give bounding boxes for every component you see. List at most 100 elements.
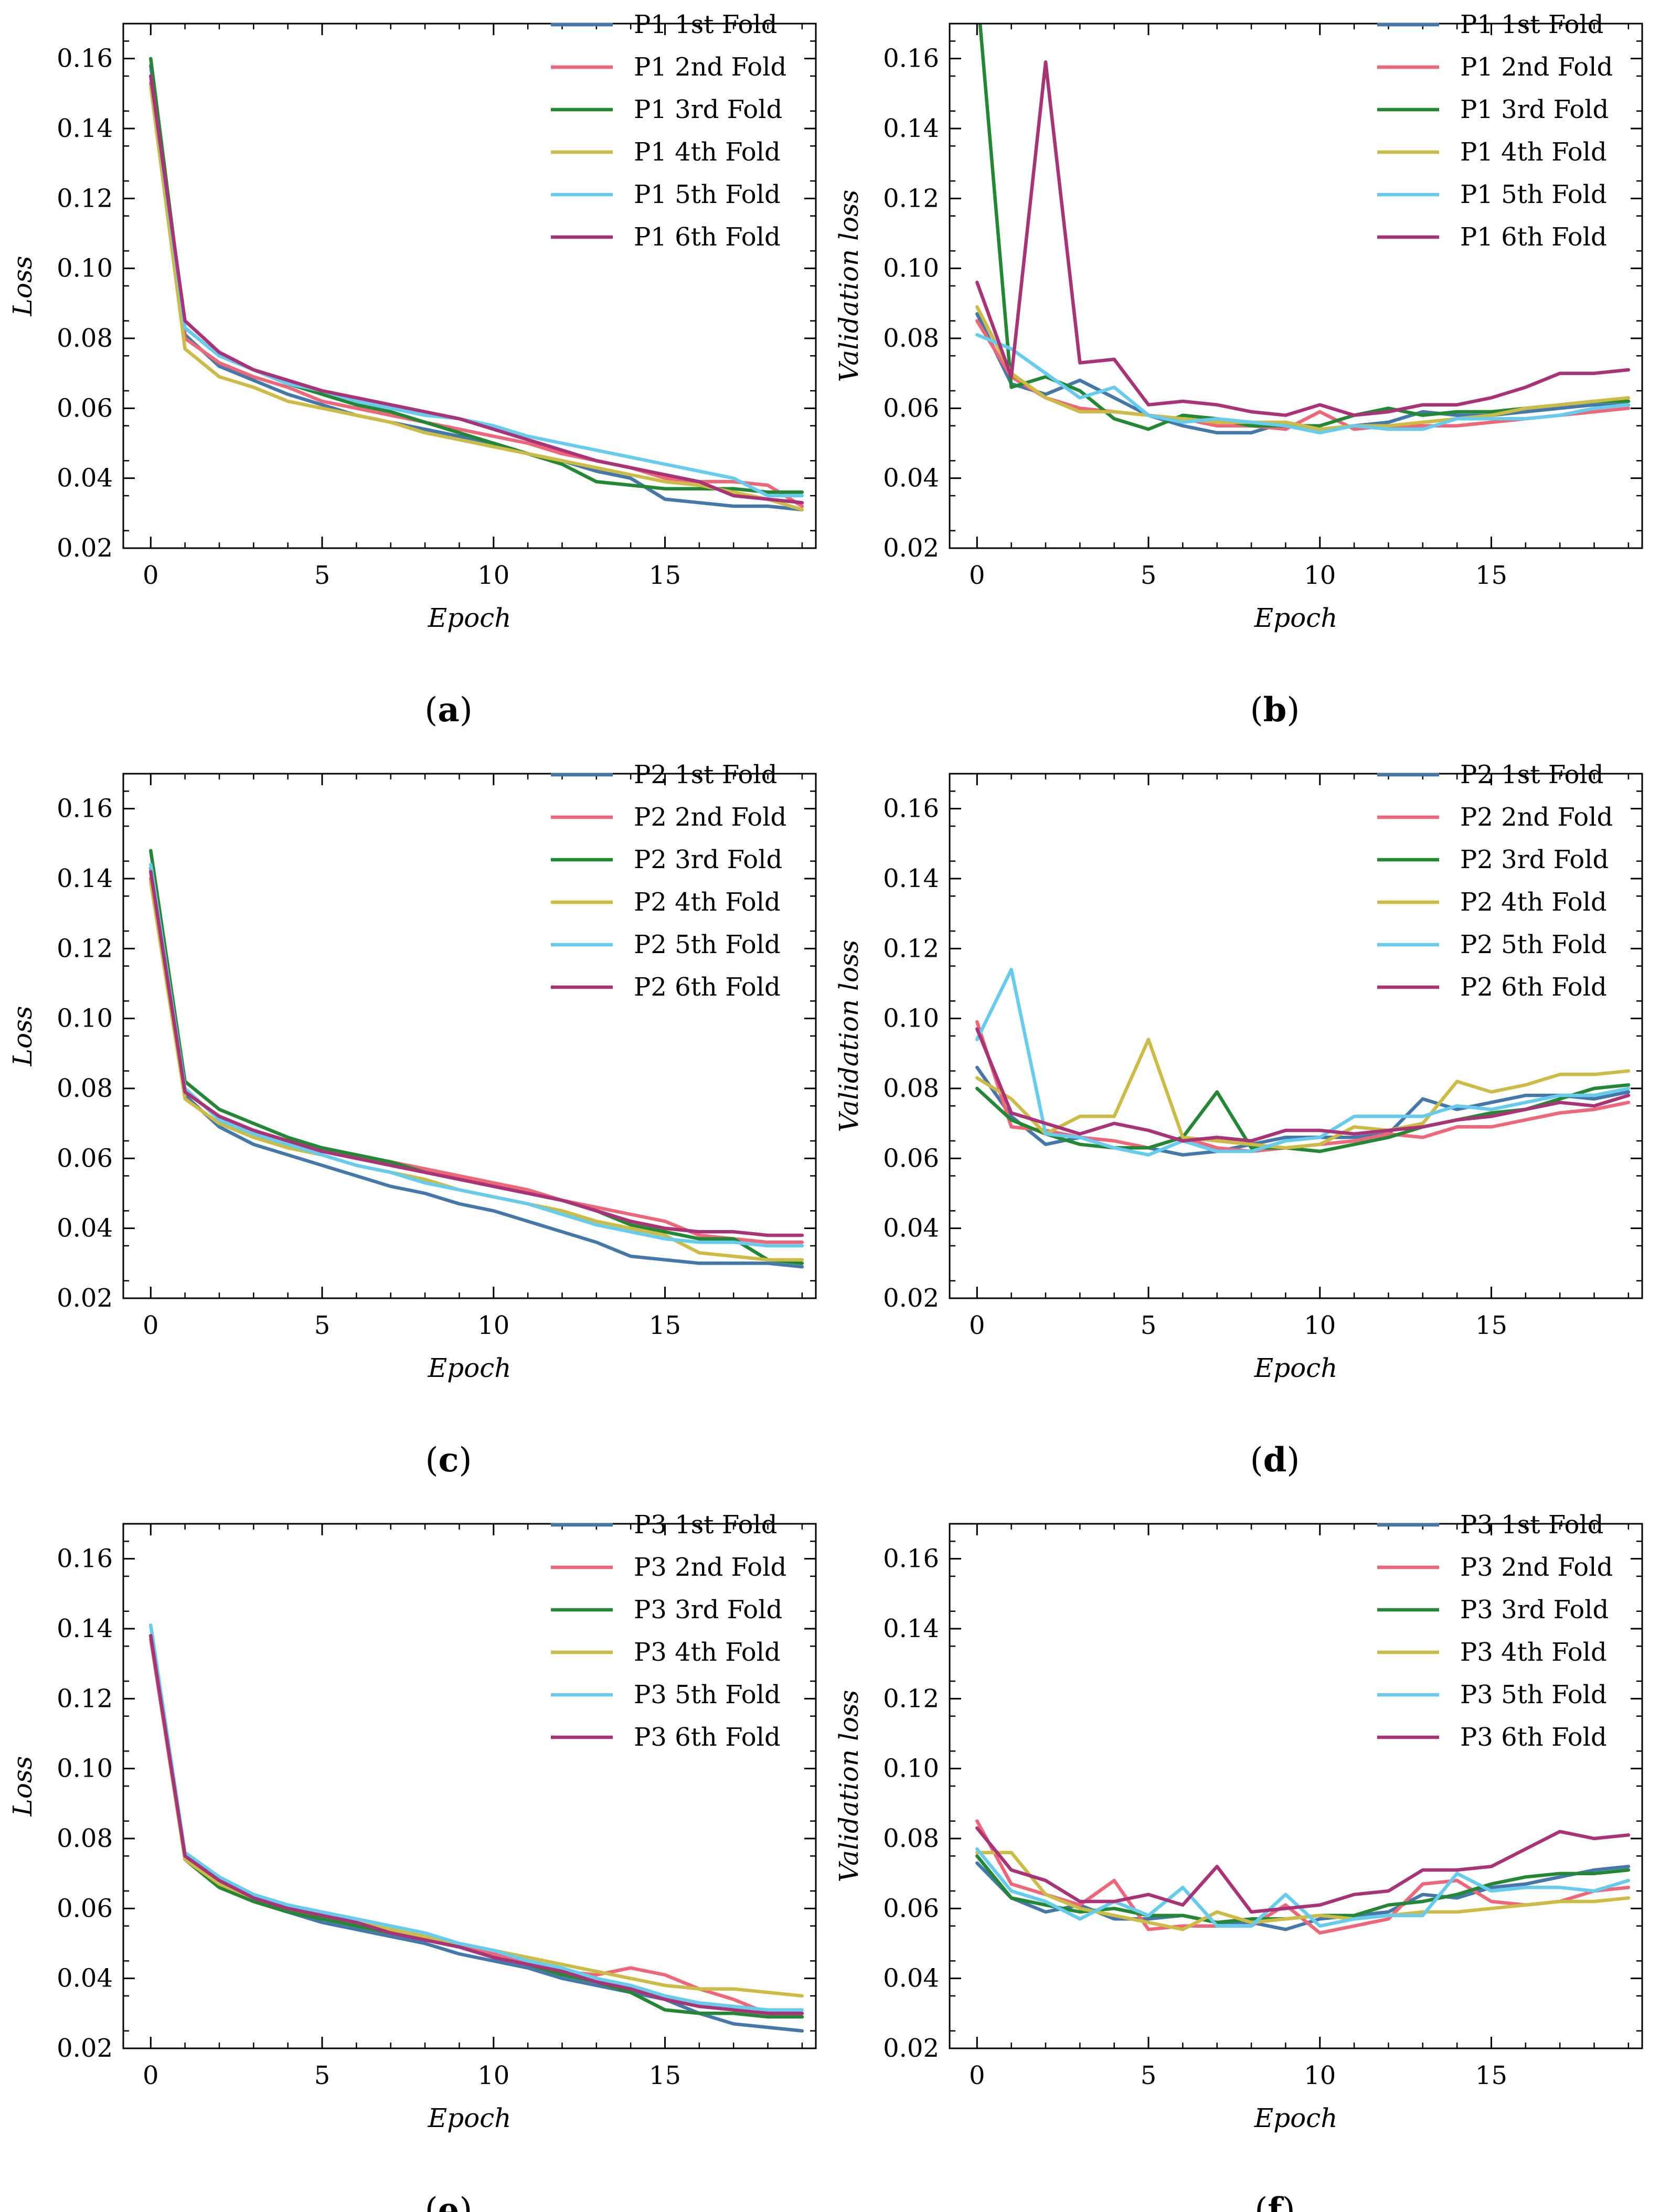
caption-open-paren: ( [425, 2191, 438, 2212]
chart-panel-c: 0 5 10 15 0.02 0.04 0.06 0.08 0.10 0.12 0.14 0.16 Ep… [7, 760, 817, 1480]
y-tick-label: 0.08 [57, 1074, 113, 1103]
chart-panel-a: 0 5 10 15 0.02 0.04 0.06 0.08 0.10 0.12 0.14 0.16 Ep… [7, 10, 817, 730]
legend-label-2: P2 2nd Fold [1460, 803, 1613, 832]
y-tick-label: 0.14 [883, 1614, 939, 1643]
y-tick-label: 0.12 [883, 184, 939, 213]
x-axis-label: Epoch [1254, 603, 1338, 633]
series-line-5 [975, 1847, 1631, 1928]
legend-label-1: P3 1st Fold [634, 1510, 777, 1540]
panel-caption: (b) [1250, 690, 1300, 730]
y-tick-label: 0.06 [57, 1894, 113, 1923]
caption-letter: c [439, 1440, 459, 1480]
caption-open-paren: ( [1250, 691, 1263, 730]
x-tick-label: 5 [314, 561, 331, 590]
y-tick-label: 0.12 [57, 934, 113, 963]
chart-panel-d: 0 5 10 15 0.02 0.04 0.06 0.08 0.10 0.12 0.14 0.16 Ep… [834, 760, 1643, 1480]
y-tick-label: 0.14 [57, 1614, 113, 1643]
caption-letter: f [1268, 2190, 1284, 2212]
caption-close-paren: ) [1286, 1441, 1300, 1480]
legend-label-1: P1 1st Fold [1460, 10, 1603, 39]
chart-panel-b: 0 5 10 15 0.02 0.04 0.06 0.08 0.10 0.12 0.14 0.16 Ep… [834, 10, 1643, 730]
series-lines [149, 1623, 804, 2033]
y-tick-label: 0.08 [883, 1824, 939, 1853]
y-tick-label: 0.04 [883, 1214, 939, 1243]
legend-label-5: P1 5th Fold [634, 180, 781, 209]
series-line-6 [149, 1634, 804, 2015]
x-axis-label: Epoch [428, 1353, 512, 1383]
legend-label-5: P3 5th Fold [634, 1680, 781, 1709]
legend-label-5: P3 5th Fold [1460, 1680, 1607, 1709]
x-tick-label: 10 [1304, 561, 1336, 590]
x-tick-label: 15 [1475, 1311, 1507, 1340]
x-tick-label: 10 [1304, 1311, 1336, 1340]
y-tick-label: 0.08 [57, 1824, 113, 1853]
y-tick-label: 0.02 [57, 1284, 113, 1313]
y-tick-label: 0.06 [883, 393, 939, 423]
caption-close-paren: ) [460, 691, 473, 730]
legend: P2 1st Fold P2 2nd Fold P2 3rd Fold P2 4th … [1377, 760, 1613, 1002]
legend-label-3: P3 3rd Fold [1460, 1595, 1609, 1625]
legend-label-1: P2 1st Fold [1460, 760, 1603, 789]
series-line-1 [149, 866, 804, 1269]
y-axis-label: Loss [7, 256, 38, 317]
y-tick-label: 0.06 [883, 1144, 939, 1173]
series-line-6 [149, 74, 804, 505]
legend-label-4: P2 4th Fold [1460, 888, 1607, 917]
legend-label-6: P1 6th Fold [1460, 222, 1607, 252]
chart-panel-e: 0 5 10 15 0.02 0.04 0.06 0.08 0.10 0.12 0.14 0.16 Ep… [7, 1510, 817, 2212]
legend-label-2: P2 2nd Fold [634, 803, 786, 832]
caption-letter: d [1263, 1440, 1287, 1480]
caption-letter: a [438, 690, 459, 730]
caption-letter: b [1263, 690, 1287, 730]
legend-label-6: P2 6th Fold [634, 973, 781, 1002]
caption-close-paren: ) [459, 1441, 472, 1480]
y-axis-label: Validation loss [834, 1690, 864, 1883]
series-lines [975, 24, 1631, 435]
y-tick-label: 0.14 [883, 114, 939, 143]
x-tick-label: 15 [649, 561, 681, 590]
series-line-5 [975, 333, 1631, 435]
legend: P3 1st Fold P3 2nd Fold P3 3rd Fold P3 4th … [1377, 1510, 1613, 1752]
x-axis-label: Epoch [428, 2103, 512, 2133]
series-lines [975, 1819, 1631, 1935]
series-line-6 [975, 60, 1631, 417]
panel-caption: (d) [1250, 1440, 1300, 1480]
caption-close-paren: ) [1286, 691, 1300, 730]
y-tick-label: 0.10 [57, 254, 113, 283]
legend-label-5: P2 5th Fold [1460, 930, 1607, 959]
y-tick-label: 0.16 [883, 1544, 939, 1574]
y-tick-label: 0.14 [883, 864, 939, 893]
y-tick-label: 0.16 [883, 44, 939, 73]
y-tick-label: 0.14 [57, 864, 113, 893]
legend-label-2: P3 2nd Fold [634, 1553, 786, 1582]
y-tick-label: 0.04 [57, 464, 113, 493]
y-axis-label: Validation loss [834, 190, 864, 382]
series-line-6 [975, 1826, 1631, 1914]
panel-caption: (e) [425, 2190, 473, 2212]
y-axis-label: Loss [7, 1756, 38, 1817]
y-tick-label: 0.02 [883, 533, 939, 563]
legend-label-2: P1 2nd Fold [1460, 52, 1613, 82]
legend-label-6: P2 6th Fold [1460, 973, 1607, 1002]
panel-caption: (c) [425, 1440, 472, 1480]
legend-label-4: P1 4th Fold [634, 137, 781, 167]
series-lines [975, 968, 1631, 1157]
legend-label-4: P2 4th Fold [634, 888, 781, 917]
x-tick-label: 10 [477, 2061, 509, 2090]
legend: P3 1st Fold P3 2nd Fold P3 3rd Fold P3 4th … [551, 1510, 786, 1752]
y-tick-label: 0.04 [57, 1214, 113, 1243]
y-tick-label: 0.08 [57, 324, 113, 353]
legend-label-6: P3 6th Fold [1460, 1723, 1607, 1752]
y-tick-label: 0.02 [57, 2034, 113, 2063]
y-tick-label: 0.12 [883, 934, 939, 963]
x-tick-label: 5 [1141, 1311, 1157, 1340]
series-line-6 [149, 870, 804, 1237]
x-tick-label: 0 [143, 1311, 159, 1340]
x-tick-label: 0 [969, 1311, 985, 1340]
legend-label-6: P3 6th Fold [634, 1723, 781, 1752]
legend-label-5: P2 5th Fold [634, 930, 781, 959]
x-tick-label: 10 [477, 1311, 509, 1340]
caption-open-paren: ( [425, 1441, 439, 1480]
y-tick-label: 0.10 [57, 1754, 113, 1783]
x-tick-label: 10 [477, 561, 509, 590]
